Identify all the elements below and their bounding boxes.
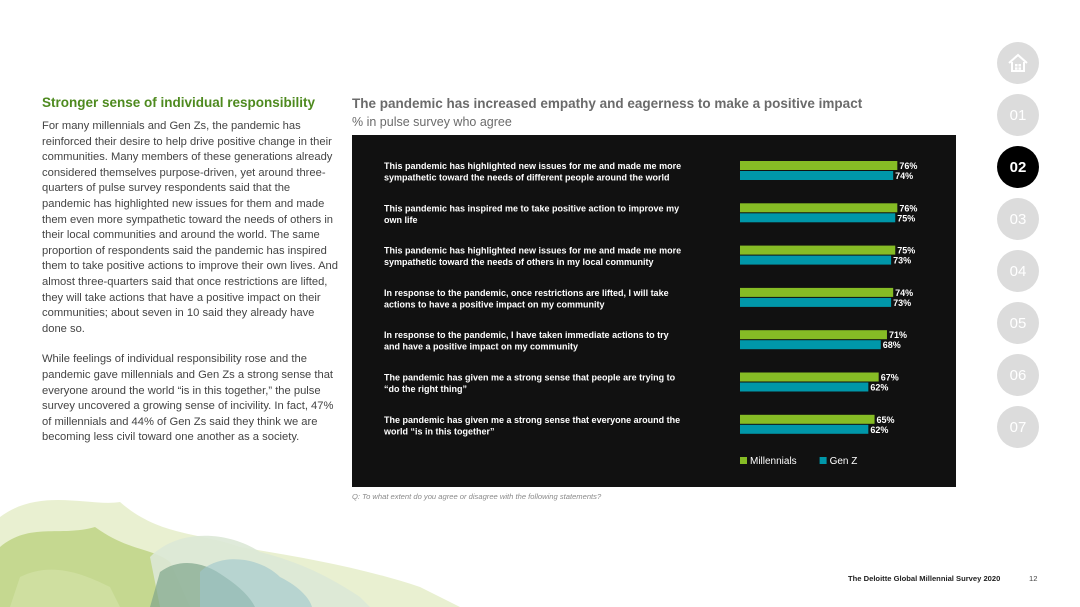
data-label: 65% xyxy=(877,415,895,425)
bar-millennials xyxy=(740,330,887,340)
bar-gen-z xyxy=(740,382,869,392)
nav-item-01[interactable]: 01 xyxy=(997,94,1039,136)
category-label: In response to the pandemic, once restri… xyxy=(384,288,669,310)
bar-gen-z xyxy=(740,297,892,307)
body-paragraph-2: While feelings of individual responsibil… xyxy=(42,353,334,444)
page-number: 12 xyxy=(1029,574,1038,583)
bar-millennials xyxy=(740,414,875,424)
data-label: 75% xyxy=(897,213,915,223)
category-label-line: In response to the pandemic, I have take… xyxy=(384,330,669,340)
category-label-line: This pandemic has inspired me to take po… xyxy=(384,203,679,213)
bar-gen-z xyxy=(740,340,881,350)
bar-millennials xyxy=(740,203,898,213)
category-label: The pandemic has given me a strong sense… xyxy=(384,373,676,395)
data-label: 74% xyxy=(895,171,913,181)
bar-millennials xyxy=(740,245,896,255)
data-label: 73% xyxy=(893,256,911,266)
data-label: 73% xyxy=(893,298,911,308)
data-label: 67% xyxy=(881,373,899,383)
category-label-line: This pandemic has highlighted new issues… xyxy=(384,161,681,171)
category-label-line: “do the right thing” xyxy=(384,384,467,394)
data-label: 76% xyxy=(899,161,917,171)
category-label-line: and have a positive impact on my communi… xyxy=(384,342,578,352)
legend-swatch xyxy=(740,457,747,464)
bar-millennials xyxy=(740,372,879,382)
chart-title: The pandemic has increased empathy and e… xyxy=(352,96,863,111)
category-label: The pandemic has given me a strong sense… xyxy=(383,415,680,437)
data-label: 71% xyxy=(889,330,907,340)
section-nav: 01 02 03 04 05 06 07 xyxy=(997,42,1039,458)
legend-swatch xyxy=(819,457,827,464)
bar-gen-z xyxy=(740,171,894,180)
bar-gen-z xyxy=(740,424,869,434)
bar-gen-z xyxy=(740,213,896,223)
nav-item-04[interactable]: 04 xyxy=(997,250,1039,292)
legend-label: Gen Z xyxy=(830,456,858,467)
bar-millennials xyxy=(740,161,898,170)
data-label: 62% xyxy=(870,425,888,435)
category-label: In response to the pandemic, I have take… xyxy=(384,330,669,352)
category-label-line: The pandemic has given me a strong sense… xyxy=(384,415,680,425)
nav-item-06[interactable]: 06 xyxy=(997,354,1039,396)
data-label: 68% xyxy=(883,340,901,350)
footer-title: The Deloitte Global Millennial Survey 20… xyxy=(848,574,1001,583)
category-label: This pandemic has inspired me to take po… xyxy=(384,203,679,225)
home-button[interactable] xyxy=(997,42,1039,84)
category-label-line: actions to have a positive impact on my … xyxy=(384,299,605,309)
nav-item-07[interactable]: 07 xyxy=(997,406,1039,448)
category-label: This pandemic has highlighted new issues… xyxy=(384,246,681,268)
category-label-line: This pandemic has highlighted new issues… xyxy=(384,246,681,256)
bar-gen-z xyxy=(740,255,892,265)
category-label-line: The pandemic has given me a strong sense… xyxy=(384,373,676,383)
chart-subtitle: % in pulse survey who agree xyxy=(352,115,512,129)
category-label-line: own life xyxy=(384,215,418,225)
intro-section: Stronger sense of individual responsibil… xyxy=(42,95,338,461)
bar-millennials xyxy=(740,287,894,297)
nav-item-05[interactable]: 05 xyxy=(997,302,1039,344)
chart-panel: This pandemic has highlighted new issues… xyxy=(352,135,956,487)
data-label: 62% xyxy=(870,383,888,393)
category-label-line: sympathetic toward the needs of differen… xyxy=(384,173,670,183)
bar-chart: This pandemic has highlighted new issues… xyxy=(383,161,917,467)
home-icon xyxy=(1008,53,1028,72)
data-label: 74% xyxy=(895,288,913,298)
category-label-line: In response to the pandemic, once restri… xyxy=(384,288,669,298)
survey-question: Q: To what extent do you agree or disagr… xyxy=(352,492,602,501)
data-label: 75% xyxy=(897,246,915,256)
nav-item-02[interactable]: 02 xyxy=(997,146,1039,188)
legend-label: Millennials xyxy=(750,456,797,467)
category-label-line: sympathetic toward the needs of others i… xyxy=(384,257,654,267)
section-heading: Stronger sense of individual responsibil… xyxy=(42,95,316,110)
data-label: 76% xyxy=(899,203,917,213)
nav-item-03[interactable]: 03 xyxy=(997,198,1039,240)
category-label: This pandemic has highlighted new issues… xyxy=(384,161,681,183)
category-label-line: world “is in this together” xyxy=(383,426,495,436)
body-paragraph-1: For many millennials and Gen Zs, the pan… xyxy=(42,120,338,335)
decorative-watercolor xyxy=(0,500,460,607)
